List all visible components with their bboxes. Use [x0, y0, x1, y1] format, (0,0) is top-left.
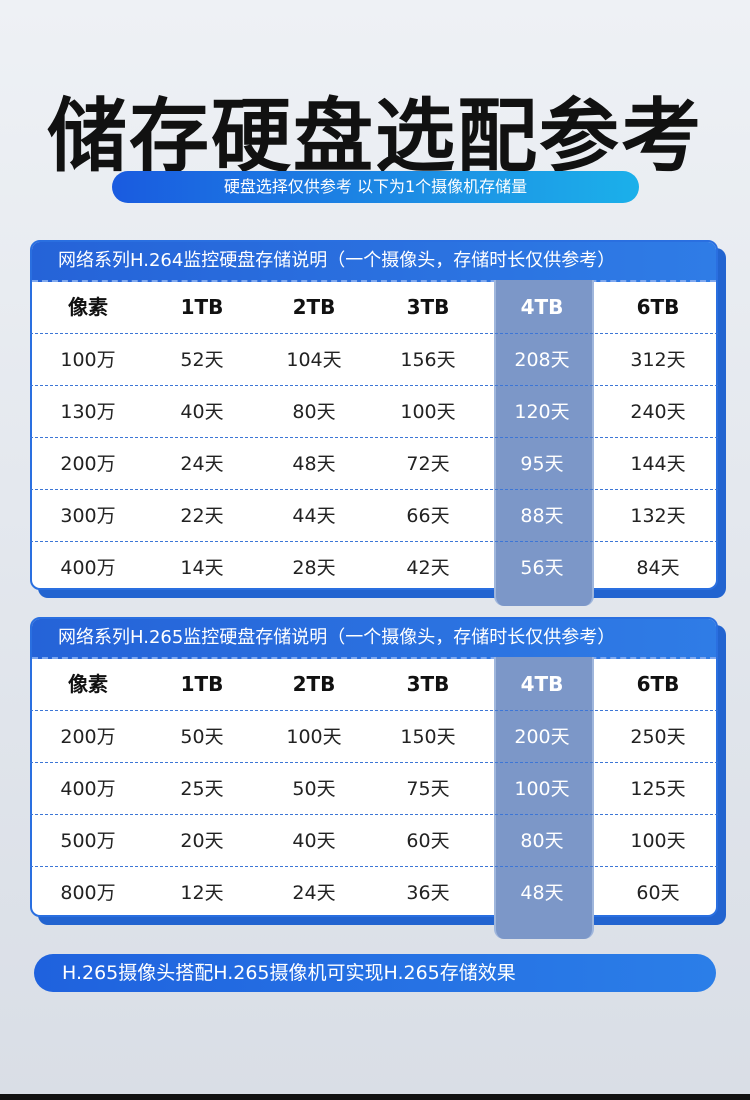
row-divider — [30, 385, 718, 386]
row-divider — [30, 437, 718, 438]
row-label: 500万 — [60, 830, 116, 852]
table-cell: 80天 — [292, 401, 336, 423]
table-header-row: 像素 1TB 2TB 3TB 4TB 6TB — [30, 657, 718, 711]
table-cell: 60天 — [636, 882, 680, 904]
table-cell: 104天 — [286, 349, 342, 371]
table-cell: 24天 — [292, 882, 336, 904]
table-cell: 36天 — [406, 882, 450, 904]
table-cell: 312天 — [630, 349, 686, 371]
table-cell: 125天 — [630, 778, 686, 800]
table-row: 130万 40天 80天 100天 120天 240天 — [30, 386, 718, 438]
subtitle-banner: 硬盘选择仅供参考 以下为1个摄像机存储量 — [112, 171, 639, 203]
table-cell: 42天 — [406, 557, 450, 579]
table-cell: 48天 — [292, 453, 336, 475]
table-cell: 25天 — [180, 778, 224, 800]
table-cell: 208天 — [514, 349, 570, 371]
table-cell: 88天 — [520, 505, 564, 527]
table-cell: 84天 — [636, 557, 680, 579]
table-row: 200万 50天 100天 150天 200天 250天 — [30, 711, 718, 763]
h264-storage-table: 网络系列H.264监控硬盘存储说明（一个摄像头，存储时长仅供参考） 像素 1TB 2… — [30, 240, 726, 606]
table-cell: 40天 — [292, 830, 336, 852]
h265-storage-table: 网络系列H.265监控硬盘存储说明（一个摄像头，存储时长仅供参考） 像素 1TB 2… — [30, 617, 726, 939]
row-label: 400万 — [60, 557, 116, 579]
table-cell: 156天 — [400, 349, 456, 371]
table-row: 300万 22天 44天 66天 88天 132天 — [30, 490, 718, 542]
table-header: 网络系列H.264监控硬盘存储说明（一个摄像头，存储时长仅供参考） — [32, 242, 716, 282]
table-cell: 132天 — [630, 505, 686, 527]
table-cell: 50天 — [180, 726, 224, 748]
column-header: 4TB — [520, 672, 564, 696]
table-row: 200万 24天 48天 72天 95天 144天 — [30, 438, 718, 490]
row-label: 200万 — [60, 453, 116, 475]
column-header: 1TB — [180, 672, 224, 696]
table-header: 网络系列H.265监控硬盘存储说明（一个摄像头，存储时长仅供参考） — [32, 619, 716, 659]
highlight-column-4tb — [494, 280, 594, 606]
table-cell: 95天 — [520, 453, 564, 475]
table-cell: 150天 — [400, 726, 456, 748]
table-cell: 120天 — [514, 401, 570, 423]
table-cell: 72天 — [406, 453, 450, 475]
row-label: 300万 — [60, 505, 116, 527]
table-row: 400万 14天 28天 42天 56天 84天 — [30, 542, 718, 594]
row-divider — [30, 710, 718, 711]
table-cell: 44天 — [292, 505, 336, 527]
table-cell: 75天 — [406, 778, 450, 800]
table-header-row: 像素 1TB 2TB 3TB 4TB 6TB — [30, 280, 718, 334]
table-cell: 22天 — [180, 505, 224, 527]
highlight-column-4tb — [494, 657, 594, 939]
row-label: 130万 — [60, 401, 116, 423]
table-card: 网络系列H.265监控硬盘存储说明（一个摄像头，存储时长仅供参考） — [30, 617, 718, 917]
row-divider — [30, 762, 718, 763]
row-label: 400万 — [60, 778, 116, 800]
table-row: 400万 25天 50天 75天 100天 125天 — [30, 763, 718, 815]
table-cell: 100天 — [630, 830, 686, 852]
row-label: 800万 — [60, 882, 116, 904]
table-row: 100万 52天 104天 156天 208天 312天 — [30, 334, 718, 386]
footer-note: H.265摄像头搭配H.265摄像机可实现H.265存储效果 — [34, 954, 716, 992]
table-cell: 56天 — [520, 557, 564, 579]
column-header: 6TB — [636, 295, 680, 319]
column-header: 2TB — [292, 295, 336, 319]
table-cell: 48天 — [520, 882, 564, 904]
page-title: 储存硬盘选配参考 — [47, 90, 703, 183]
table-cell: 40天 — [180, 401, 224, 423]
row-divider — [30, 814, 718, 815]
column-header: 2TB — [292, 672, 336, 696]
table-cell: 60天 — [406, 830, 450, 852]
table-row: 800万 12天 24天 36天 48天 60天 — [30, 867, 718, 919]
column-header: 3TB — [406, 295, 450, 319]
table-cell: 14天 — [180, 557, 224, 579]
row-divider — [30, 541, 718, 542]
table-cell: 28天 — [292, 557, 336, 579]
row-divider — [30, 333, 718, 334]
row-label: 200万 — [60, 726, 116, 748]
table-cell: 240天 — [630, 401, 686, 423]
table-cell: 66天 — [406, 505, 450, 527]
table-card: 网络系列H.264监控硬盘存储说明（一个摄像头，存储时长仅供参考） — [30, 240, 718, 590]
column-header: 像素 — [68, 672, 108, 696]
column-header: 1TB — [180, 295, 224, 319]
bottom-bar — [0, 1094, 750, 1100]
column-header: 4TB — [520, 295, 564, 319]
table-cell: 144天 — [630, 453, 686, 475]
table-cell: 100天 — [400, 401, 456, 423]
row-divider — [30, 866, 718, 867]
table-cell: 100天 — [514, 778, 570, 800]
table-cell: 250天 — [630, 726, 686, 748]
table-cell: 24天 — [180, 453, 224, 475]
table-cell: 50天 — [292, 778, 336, 800]
table-cell: 200天 — [514, 726, 570, 748]
column-header: 6TB — [636, 672, 680, 696]
table-cell: 80天 — [520, 830, 564, 852]
row-label: 100万 — [60, 349, 116, 371]
row-divider — [30, 489, 718, 490]
table-cell: 20天 — [180, 830, 224, 852]
table-cell: 100天 — [286, 726, 342, 748]
column-header: 像素 — [68, 295, 108, 319]
table-cell: 52天 — [180, 349, 224, 371]
column-header: 3TB — [406, 672, 450, 696]
table-row: 500万 20天 40天 60天 80天 100天 — [30, 815, 718, 867]
table-cell: 12天 — [180, 882, 224, 904]
